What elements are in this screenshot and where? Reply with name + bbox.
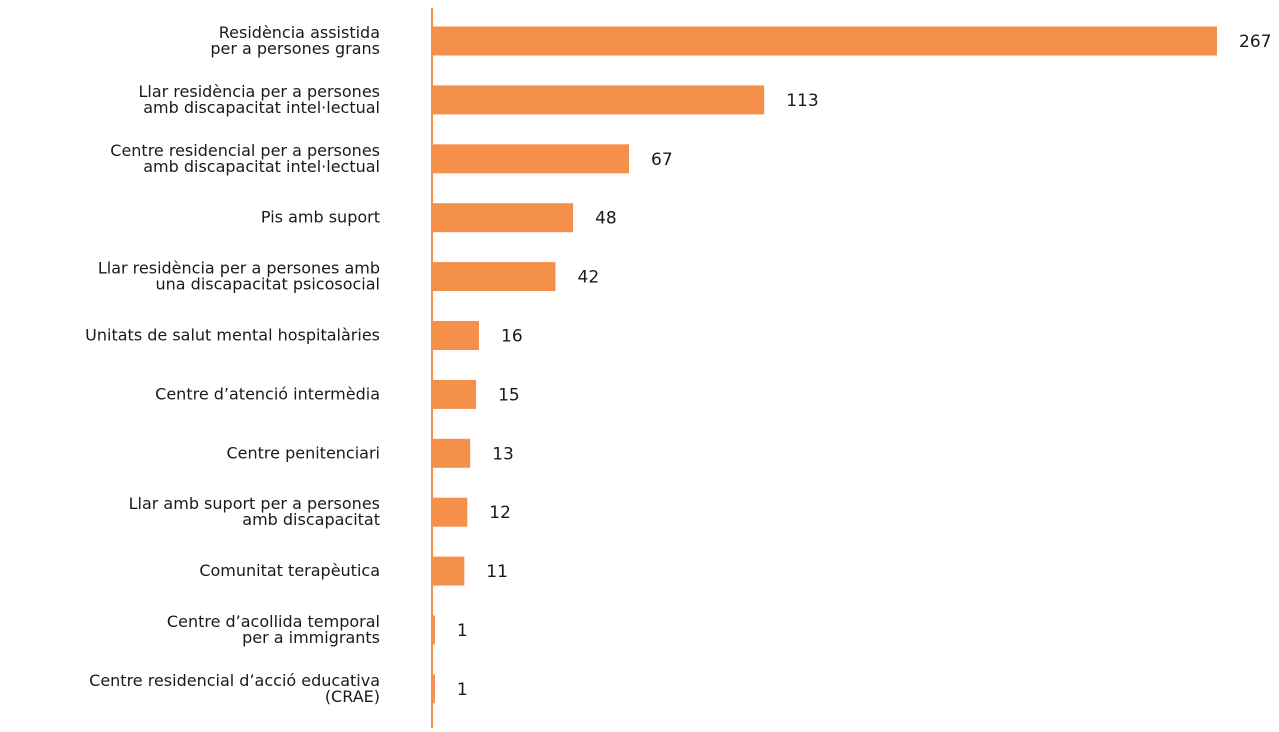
value-label-8: 12 [489, 503, 511, 523]
value-labels-layer: 2671136748421615131211111 [457, 32, 1272, 700]
category-label-7-line-0: Centre penitenciari [227, 443, 381, 462]
category-label-6: Centre d’atenció intermèdia [155, 384, 380, 403]
bar-11 [432, 674, 435, 704]
category-label-2-line-1: amb discapacitat intel·lectual [143, 157, 380, 176]
bar-7 [432, 438, 471, 468]
value-label-9: 11 [486, 562, 508, 582]
category-label-1-line-1: amb discapacitat intel·lectual [143, 98, 380, 117]
category-label-8-line-1: amb discapacitat [242, 510, 380, 529]
bar-3 [432, 203, 574, 233]
category-label-3-line-0: Pis amb suport [261, 208, 380, 227]
category-label-6-line-0: Centre d’atenció intermèdia [155, 384, 380, 403]
bar-4 [432, 262, 556, 292]
category-label-1: Llar residència per a persones amb discap… [138, 82, 380, 117]
category-label-3: Pis amb suport [261, 208, 380, 227]
category-label-0: Residència assistida per a persones grans [210, 23, 380, 58]
bars-layer [432, 26, 1217, 704]
category-label-4-line-1: una discapacitat psicosocial [156, 275, 381, 294]
bar-6 [432, 379, 477, 409]
category-label-5-line-0: Unitats de salut mental hospitalàries [85, 326, 380, 345]
category-label-11-line-1: (CRAE) [325, 687, 380, 706]
value-label-7: 13 [492, 444, 514, 464]
value-label-6: 15 [498, 385, 520, 405]
bar-1 [432, 85, 765, 115]
value-label-2: 67 [651, 150, 673, 170]
value-label-1: 113 [786, 91, 818, 111]
category-label-8: Llar amb suport per a persones amb discap… [129, 494, 380, 529]
value-label-10: 1 [457, 621, 468, 641]
bar-0 [432, 26, 1217, 56]
category-label-5: Unitats de salut mental hospitalàries [85, 326, 380, 345]
category-label-10: Centre d’acollida temporal per a immigran… [167, 612, 380, 647]
category-label-0-line-1: per a persones grans [210, 39, 380, 58]
category-label-10-line-1: per a immigrants [242, 628, 380, 647]
category-label-4: Llar residència per a persones amb una di… [98, 259, 380, 294]
value-label-0: 267 [1239, 32, 1271, 52]
category-label-2-line-0: Centre residencial per a persones [110, 141, 380, 160]
category-label-7: Centre penitenciari [227, 443, 381, 462]
value-label-11: 1 [457, 680, 468, 700]
category-labels-layer: Residència assistida per a persones grans… [85, 23, 381, 732]
value-label-3: 48 [595, 209, 617, 229]
bar-5 [432, 321, 479, 350]
bar-9 [432, 556, 465, 586]
bar-10 [432, 615, 435, 645]
category-label-9-line-0: Comunitat terapèutica [199, 561, 380, 580]
value-label-4: 42 [578, 268, 600, 288]
category-label-8-line-0: Llar amb suport per a persones [129, 494, 380, 513]
category-label-0-line-0: Residència assistida [219, 23, 380, 42]
category-label-4-line-0: Llar residència per a persones amb [98, 259, 380, 278]
category-label-9: Comunitat terapèutica [199, 561, 380, 580]
category-label-1-line-0: Llar residència per a persones [138, 82, 380, 101]
category-label-11: Centre residencial d’acció educativa (CRA… [89, 671, 380, 706]
bar-2 [432, 144, 629, 174]
category-label-2: Centre residencial per a persones amb dis… [110, 141, 380, 176]
bar-8 [432, 497, 468, 527]
category-label-11-line-0: Centre residencial d’acció educativa [89, 671, 380, 690]
category-label-10-line-0: Centre d’acollida temporal [167, 612, 380, 631]
value-label-5: 16 [501, 327, 523, 347]
